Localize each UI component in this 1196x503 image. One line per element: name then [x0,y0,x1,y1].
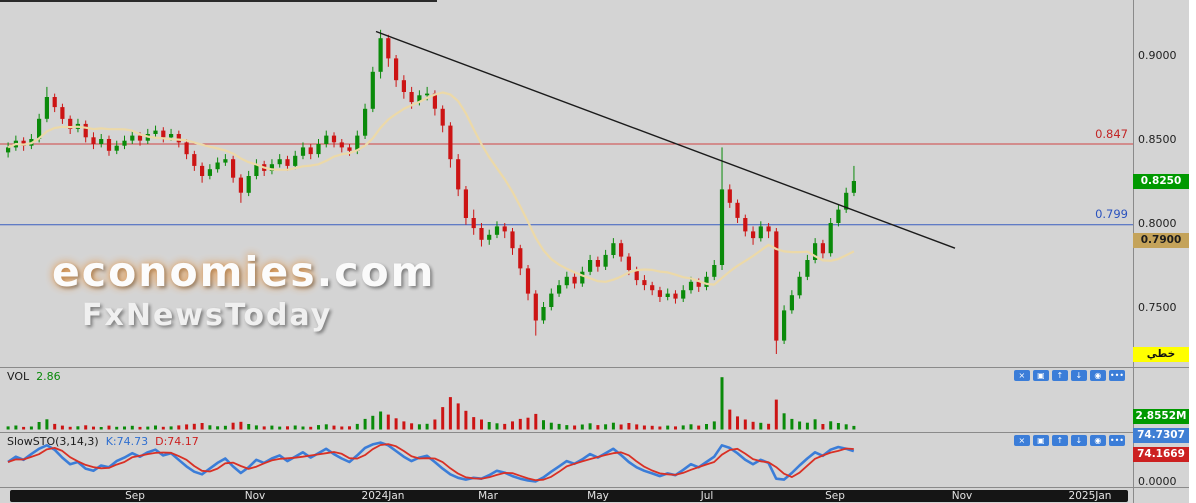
close-icon[interactable]: × [1013,435,1030,446]
price-axis-border [1133,0,1134,503]
more-options-icon[interactable]: ••• [1108,435,1125,446]
volume-value-badge: 2.8552M [1133,409,1189,424]
time-axis-tick: May [587,490,609,502]
price-axis-tick: 0.8500 [1138,133,1177,146]
price-axis-tick: 0.9000 [1138,49,1177,62]
time-axis-tick: Sep [125,490,145,502]
price-panel[interactable]: economies.com FxNewsToday 0.847 0.799 [0,0,1133,366]
record-icon[interactable]: ◉ [1089,435,1106,446]
panel-separator[interactable] [0,432,1196,433]
volume-panel-header: VOL 2.86 [7,370,68,383]
panel-separator[interactable] [0,367,1196,368]
time-axis-tick: 2024Jan [361,490,405,502]
stochastic-d-badge: 74.1669 [1133,447,1189,462]
top-border [0,0,437,2]
stochastic-k-value: K:74.73 [105,435,149,448]
stochastic-k-badge: 74.7307 [1133,428,1189,443]
price-axis[interactable]: 0.8250 0.7900 خطي 2.8552M 74.7307 74.166… [1133,0,1189,503]
linear-scale-badge[interactable]: خطي [1133,347,1189,362]
resistance-level-label: 0.847 [1095,127,1128,141]
watermark-brand-line: economies.com [52,248,435,296]
stochastic-panel-header: SlowSTO(3,14,3) K:74.73 D:74.17 [7,435,206,448]
record-icon[interactable]: ◉ [1089,370,1106,381]
time-axis-tick: Mar [478,490,498,502]
volume-current-value: 2.86 [36,370,61,383]
time-axis-tick: Nov [951,490,973,502]
price-axis-tick: 0.0000 [1138,475,1177,488]
watermark-brand: economies [52,248,317,296]
stochastic-d-value: D:74.17 [155,435,199,448]
volume-panel-toolbar: × ▣ ↑ ↓ ◉ ••• [1013,370,1125,381]
volume-chart-canvas[interactable] [0,368,1133,431]
support-level-label: 0.799 [1095,207,1128,221]
time-scrollbar[interactable] [10,490,1128,502]
price-axis-tick: 0.8000 [1138,217,1177,230]
watermark-tagline: FxNewsToday [82,298,333,333]
dock-panel-icon[interactable]: ▣ [1032,435,1049,446]
move-up-icon[interactable]: ↑ [1051,370,1068,381]
move-up-icon[interactable]: ↑ [1051,435,1068,446]
last-price-badge: 0.8250 [1133,174,1189,189]
time-axis-tick: Nov [244,490,266,502]
time-axis-tick: 2025Jan [1068,490,1112,502]
panel-separator [0,487,1196,488]
volume-panel[interactable]: VOL 2.86 × ▣ ↑ ↓ ◉ ••• [0,368,1133,431]
watermark-suffix: .com [316,248,436,296]
right-margin [1189,0,1196,503]
move-down-icon[interactable]: ↓ [1070,370,1087,381]
close-icon[interactable]: × [1013,370,1030,381]
more-options-icon[interactable]: ••• [1108,370,1125,381]
price-chart-canvas[interactable] [0,0,1133,366]
dock-panel-icon[interactable]: ▣ [1032,370,1049,381]
time-axis: Sep Nov 2024Jan Mar May Jul Sep Nov 2025Jan [0,488,1196,503]
time-axis-tick: Sep [825,490,845,502]
watermark: economies.com FxNewsToday [52,248,435,333]
stochastic-chart-canvas[interactable] [0,433,1133,487]
volume-indicator-label: VOL [7,370,30,383]
time-axis-labels: Sep Nov 2024Jan Mar May Jul Sep Nov 2025Jan [0,490,1133,502]
price-axis-tick: 0.7500 [1138,301,1177,314]
stochastic-indicator-label: SlowSTO(3,14,3) [7,435,99,448]
stochastic-panel[interactable]: SlowSTO(3,14,3) K:74.73 D:74.17 × ▣ ↑ ↓ ◉ … [0,433,1133,487]
time-axis-tick: Jul [700,490,714,502]
stochastic-panel-toolbar: × ▣ ↑ ↓ ◉ ••• [1013,435,1125,446]
move-down-icon[interactable]: ↓ [1070,435,1087,446]
previous-close-badge: 0.7900 [1133,233,1189,248]
